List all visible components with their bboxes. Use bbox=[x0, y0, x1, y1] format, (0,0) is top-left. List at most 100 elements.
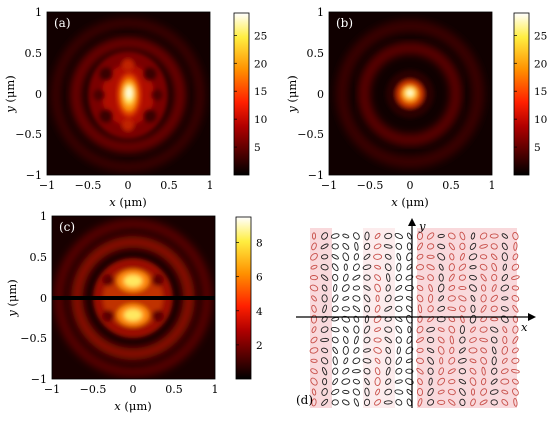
polarization-ellipse bbox=[343, 263, 348, 271]
polarization-ellipse bbox=[374, 274, 382, 281]
polarization-ellipse bbox=[363, 336, 371, 344]
polarization-ellipse bbox=[480, 284, 487, 292]
polarization-ellipse bbox=[469, 274, 477, 281]
polarization-ellipse bbox=[384, 336, 392, 344]
colorbar-tick-label: 2 bbox=[256, 340, 263, 352]
polarization-ellipse bbox=[331, 388, 340, 396]
polarization-ellipse bbox=[406, 336, 413, 344]
polarization-ellipse bbox=[490, 253, 498, 261]
polarization-ellipse bbox=[437, 253, 446, 261]
polarization-ellipse bbox=[479, 337, 488, 343]
polarization-ellipse bbox=[309, 284, 319, 292]
polarization-ellipse bbox=[437, 305, 446, 312]
polarization-ellipse bbox=[491, 284, 497, 292]
colorbar-tick-label: 5 bbox=[254, 142, 261, 154]
polarization-ellipse bbox=[459, 242, 466, 251]
polarization-ellipse bbox=[332, 346, 339, 354]
polarization-ellipse bbox=[353, 347, 360, 354]
polarization-ellipse bbox=[341, 284, 350, 292]
polarization-ellipse bbox=[426, 347, 435, 354]
polarization-ellipse bbox=[439, 357, 444, 365]
polarization-ellipse bbox=[384, 305, 393, 312]
polarization-ellipse bbox=[480, 294, 487, 303]
polarization-ellipse bbox=[512, 336, 519, 344]
polarization-ellipse bbox=[320, 326, 329, 333]
x-ticks-b: −1 −0.5 0 0.5 1 bbox=[321, 179, 496, 192]
y-tick-label: 1 bbox=[35, 6, 42, 19]
polarization-ellipse bbox=[500, 378, 510, 385]
polarization-ellipse bbox=[459, 305, 466, 313]
polarization-ellipse bbox=[448, 379, 456, 385]
polarization-ellipse bbox=[311, 326, 317, 333]
polarization-ellipse bbox=[320, 274, 329, 281]
polarization-ellipse bbox=[500, 284, 509, 292]
polarization-ellipse bbox=[500, 368, 509, 375]
polarization-ellipse bbox=[512, 253, 519, 261]
polarization-ellipse bbox=[501, 296, 509, 301]
polarization-ellipse bbox=[384, 326, 393, 333]
polarization-ellipse bbox=[480, 347, 487, 354]
polarization-ellipse bbox=[342, 326, 349, 333]
polarization-ellipse bbox=[363, 274, 371, 281]
polarization-ellipse bbox=[331, 399, 339, 406]
polarization-ellipse bbox=[342, 345, 349, 355]
polarization-ellipse bbox=[353, 315, 360, 323]
y-ticks-c: 1 0.5 0 −0.5 −1 bbox=[20, 210, 47, 386]
polarization-ellipse bbox=[385, 356, 392, 365]
polarization-ellipse bbox=[321, 388, 328, 396]
polarization-ellipse bbox=[394, 295, 404, 302]
polarization-ellipse bbox=[491, 262, 498, 272]
polarization-ellipse bbox=[364, 315, 370, 324]
polarization-ellipse bbox=[470, 398, 476, 407]
x-tick-label: 0.5 bbox=[160, 179, 178, 192]
polarization-ellipse bbox=[458, 358, 467, 364]
polarization-ellipse bbox=[427, 243, 435, 250]
polarization-ellipse bbox=[417, 304, 423, 314]
polarization-ellipse bbox=[331, 243, 339, 250]
polarization-ellipse bbox=[395, 274, 402, 282]
polarization-ellipse bbox=[501, 274, 509, 282]
x-tick-label: −1 bbox=[321, 179, 337, 192]
polarization-ellipse bbox=[470, 232, 476, 240]
x-axis-arrow bbox=[528, 313, 536, 321]
x-tick-label: 0.5 bbox=[442, 179, 460, 192]
colorbar-a-ticks: 5 10 15 20 25 bbox=[234, 30, 267, 154]
polarization-ellipse bbox=[512, 232, 519, 240]
polarization-ellipse bbox=[373, 253, 383, 260]
polarization-ellipse bbox=[374, 377, 381, 387]
polarization-ellipse bbox=[448, 263, 455, 272]
polarization-ellipse bbox=[321, 398, 329, 406]
polarization-ellipse bbox=[332, 367, 339, 375]
polarization-ellipse bbox=[363, 398, 371, 407]
polarization-ellipse bbox=[437, 346, 445, 355]
polarization-ellipse bbox=[373, 243, 382, 250]
polarization-ellipse bbox=[427, 305, 434, 313]
polarization-ellipse bbox=[512, 304, 519, 313]
polarization-ellipse bbox=[395, 305, 403, 312]
polarization-ellipse bbox=[363, 285, 371, 291]
polarization-ellipse bbox=[459, 231, 466, 241]
polarization-ellipse bbox=[374, 367, 381, 376]
polarization-ellipse bbox=[427, 399, 435, 406]
polarization-ellipse bbox=[501, 389, 509, 395]
panel-d: x y (d) bbox=[296, 218, 536, 408]
panel-label-d: (d) bbox=[296, 393, 313, 407]
polarization-ellipse bbox=[502, 335, 508, 345]
polarization-ellipse bbox=[447, 232, 456, 240]
polarization-ellipse bbox=[394, 232, 403, 240]
polarization-ellipse bbox=[512, 325, 519, 334]
polarization-ellipse bbox=[374, 232, 381, 240]
polarization-ellipse bbox=[406, 232, 412, 240]
polarization-ellipse bbox=[395, 336, 402, 344]
polarization-ellipse bbox=[310, 336, 318, 344]
polarization-ellipse bbox=[437, 336, 445, 344]
polarization-ellipse bbox=[501, 233, 509, 239]
polarization-ellipse bbox=[311, 242, 317, 251]
polarization-ellipse bbox=[342, 233, 350, 239]
panel-label-a: (a) bbox=[54, 16, 71, 30]
polarization-ellipse bbox=[364, 231, 370, 241]
polarization-ellipse bbox=[320, 254, 329, 260]
y-tick-label: −0.5 bbox=[15, 128, 42, 141]
x-tick-label: 1 bbox=[489, 179, 496, 192]
x-axis-label-c: x (μm) bbox=[114, 399, 152, 413]
